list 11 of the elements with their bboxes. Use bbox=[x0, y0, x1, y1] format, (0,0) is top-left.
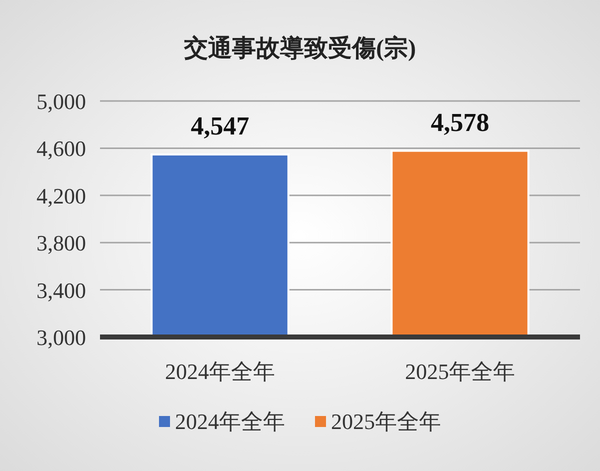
y-tick-label: 3,800 bbox=[36, 230, 86, 256]
y-tick-label: 4,600 bbox=[36, 136, 86, 162]
text: 4,578 bbox=[430, 108, 490, 137]
series-label: 2024年全年 bbox=[165, 359, 275, 384]
text: 4,547 bbox=[190, 111, 250, 140]
series-label: 2025年全年 bbox=[405, 359, 515, 384]
y-tick-label: 3,400 bbox=[36, 278, 86, 303]
chart-title: 交通事故導致受傷(宗) bbox=[183, 34, 416, 62]
y-tick-label: 3,000 bbox=[36, 325, 86, 350]
y-tick-label: 5,000 bbox=[36, 89, 86, 114]
y-tick-label: 4,200 bbox=[36, 183, 86, 208]
